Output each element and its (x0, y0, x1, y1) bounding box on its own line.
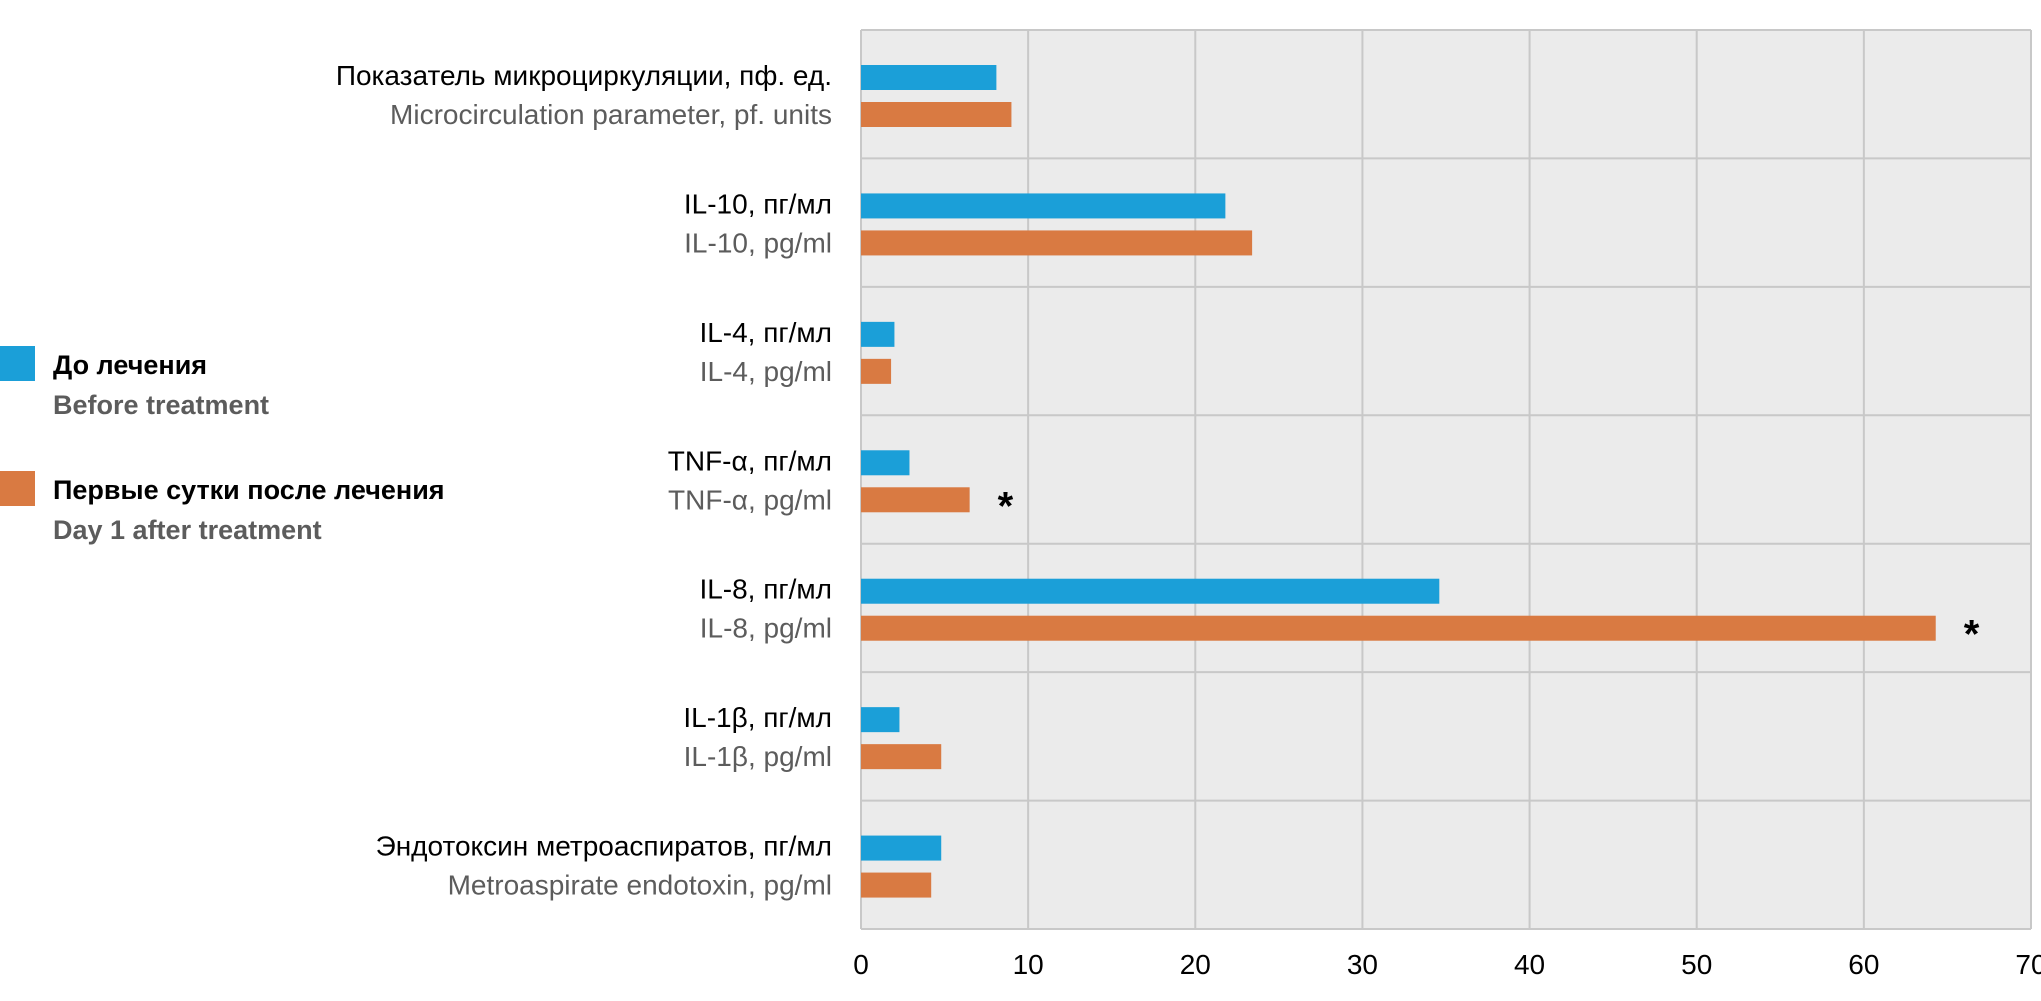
category-label: IL-4, пг/мл (699, 317, 832, 348)
bar-before (861, 193, 1226, 219)
bar-day1 (861, 102, 1012, 127)
significance-markers: ** (998, 484, 1980, 656)
significance-marker: * (1964, 613, 1980, 657)
bars (861, 65, 1936, 898)
legend-swatch-before (0, 346, 35, 381)
category-label: Эндотоксин метроаспиратов, пг/мл (376, 831, 832, 862)
category-label: IL-1β, пг/мл (683, 702, 832, 733)
legend-swatch-day1 (0, 471, 35, 506)
category-label-en: IL-8, pg/ml (700, 613, 832, 644)
legend-label-day1: Первые сутки после лечения (53, 475, 445, 505)
legend-label-day1-en: Day 1 after treatment (53, 515, 322, 545)
category-label: Показатель микроциркуляции, пф. ед. (336, 60, 832, 91)
bar-before (861, 450, 910, 476)
category-label-en: IL-1β, pg/ml (684, 741, 832, 772)
bar-day1 (861, 487, 970, 513)
category-label-en: Microcirculation parameter, pf. units (390, 99, 832, 130)
category-label-en: Metroaspirate endotoxin, pg/ml (448, 870, 832, 901)
plot-area (861, 30, 2031, 929)
grid-lines (860, 29, 2032, 930)
bar-day1 (861, 872, 932, 898)
significance-marker: * (998, 484, 1014, 528)
legend: До лечения Before treatment Первые сутки… (0, 346, 445, 545)
x-tick-labels: 0 10 20 30 40 50 60 70 (853, 949, 2041, 980)
x-tick-label: 70 (2015, 949, 2041, 980)
legend-label-before-en: Before treatment (53, 390, 269, 420)
category-label-en: TNF-α, pg/ml (668, 484, 832, 515)
bar-before (861, 321, 895, 347)
x-tick-label: 10 (1013, 949, 1044, 980)
category-label-en: IL-10, pg/ml (684, 227, 832, 258)
x-tick-label: 0 (853, 949, 869, 980)
category-label: TNF-α, пг/мл (668, 445, 832, 476)
category-label-en: IL-4, pg/ml (700, 356, 832, 387)
bar-day1 (861, 744, 942, 770)
category-labels: Показатель микроциркуляции, пф. ед. Micro… (336, 60, 832, 901)
bar-day1 (861, 358, 892, 384)
bar-before (861, 65, 997, 90)
bar-before (861, 707, 900, 733)
category-label: IL-10, пг/мл (684, 188, 832, 219)
bar-before (861, 578, 1440, 604)
bar-day1 (861, 230, 1253, 256)
x-tick-label: 40 (1514, 949, 1545, 980)
legend-label-before: До лечения (53, 350, 207, 380)
category-label: IL-8, пг/мл (699, 574, 832, 605)
x-tick-label: 50 (1681, 949, 1712, 980)
bar-before (861, 835, 942, 861)
x-tick-label: 20 (1180, 949, 1211, 980)
x-tick-label: 30 (1347, 949, 1378, 980)
x-tick-label: 60 (1848, 949, 1879, 980)
bar-day1 (861, 615, 1936, 641)
